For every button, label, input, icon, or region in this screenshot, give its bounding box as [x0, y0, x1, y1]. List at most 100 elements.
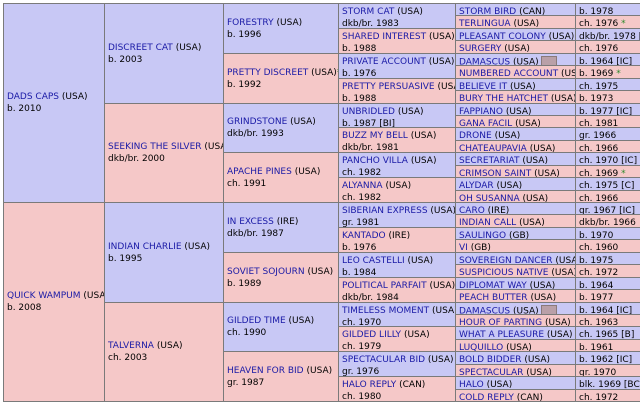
horse-name-link[interactable]: INDIAN CALL — [459, 218, 517, 228]
horse-name-link[interactable]: ALYDAR — [459, 181, 494, 191]
horse-name-link[interactable]: DAMASCUS — [459, 57, 511, 66]
horse-country: (CAN) — [516, 393, 543, 402]
horse-name-link[interactable]: APACHE PINES — [227, 166, 292, 177]
horse-info-cell: ch. 1975 [C] — [575, 177, 640, 191]
horse-name-link[interactable]: PRETTY PERSUASIVE — [342, 82, 435, 92]
horse-country: (IRE) — [487, 206, 510, 215]
horse-name-link[interactable]: PRIVATE ACCOUNT — [342, 57, 426, 67]
horse-info: ch. 2003 — [108, 353, 148, 363]
horse-name-link[interactable]: SOVIET SOJOURN — [227, 266, 305, 277]
horse-cell-gen4: SIBERIAN EXPRESS (USA) gr. 1981 — [338, 202, 456, 228]
horse-name-link[interactable]: PEACH BUTTER — [459, 293, 528, 303]
horse-name-link[interactable]: BURY THE HATCHET — [459, 94, 549, 104]
horse-name-link[interactable]: NUMBERED ACCOUNT — [459, 69, 559, 79]
horse-name-link[interactable]: DAMASCUS — [459, 306, 511, 315]
horse-name-link[interactable]: BUZZ MY BELL — [342, 131, 408, 141]
horse-name-link[interactable]: CRIMSON SAINT — [459, 169, 532, 178]
horse-cell-gen5: TERLINGUA (USA) — [455, 15, 576, 29]
horse-name-link[interactable]: TALVERNA — [108, 341, 154, 351]
horse-name-link[interactable]: KANTADO — [342, 231, 386, 241]
horse-name-link[interactable]: QUICK WAMPUM — [7, 291, 81, 301]
horse-cell-gen3: HEAVEN FOR BID (USA) gr. 1987 — [223, 351, 339, 402]
horse-country: (USA) — [530, 293, 557, 303]
horse-name-link[interactable]: CHATEAUPAVIA — [459, 144, 527, 153]
horse-info-cell: ch. 1970 [IC] — [575, 152, 640, 166]
horse-name-link[interactable]: SPECTACULAR — [459, 368, 524, 377]
horse-name-link[interactable]: TERLINGUA — [459, 19, 511, 29]
horse-name-link[interactable]: DADS CAPS — [7, 92, 60, 102]
horse-name-link[interactable]: HEAVEN FOR BID — [227, 365, 304, 376]
horse-name-link[interactable]: STORM CAT — [342, 7, 395, 17]
horse-name-link[interactable]: DISCREET CAT — [108, 42, 173, 53]
horse-info: gr. 1970 — [579, 368, 617, 377]
horse-name-link[interactable]: SIBERIAN EXPRESS — [342, 206, 428, 216]
horse-name-link[interactable]: UNBRIDLED — [342, 107, 395, 117]
horse-info: b. 1969 — [579, 69, 614, 79]
horse-name-link[interactable]: GANA FACIL — [459, 119, 513, 128]
horse-name-link[interactable]: PRETTY DISCREET — [227, 67, 309, 78]
horse-name-link[interactable]: HOUR OF PARTING — [459, 318, 543, 327]
horse-name-link[interactable]: BOLD BIDDER — [459, 355, 522, 365]
horse-country: (USA) — [156, 341, 183, 351]
horse-name-link[interactable]: VI — [459, 243, 468, 253]
horse-cell-gen3: IN EXCESS (IRE) dkb/br. 1987 — [223, 202, 339, 253]
horse-name-link[interactable]: OH SUSANNA — [459, 194, 520, 203]
horse-info: b. 1964 — [579, 281, 614, 290]
horse-cell-gen5: DAMASCUS (USA) — [455, 302, 576, 315]
horse-info: b. 1976 — [342, 69, 377, 79]
horse-country: (USA) — [513, 306, 539, 315]
horse-cell-gen5: PEACH BUTTER (USA) — [455, 289, 576, 303]
horse-name-link[interactable]: DRONE — [459, 131, 492, 141]
horse-name-link[interactable]: INDIAN CHARLIE — [108, 241, 182, 252]
horse-name-link[interactable]: SPECTACULAR BID — [342, 355, 426, 365]
horse-cell-gen5: ALYDAR (USA) — [455, 177, 576, 191]
horse-country: (USA) — [311, 67, 337, 78]
horse-name-link[interactable]: HALO — [459, 380, 484, 390]
horse-name-link[interactable]: FAPPIANO — [459, 107, 503, 116]
horse-name-link[interactable]: HALO REPLY — [342, 380, 397, 390]
horse-country: (USA) — [307, 266, 334, 277]
horse-name-link[interactable]: PANCHO VILLA — [342, 156, 408, 166]
horse-name-link[interactable]: LUQUILLO — [459, 343, 504, 352]
horse-name-link[interactable]: STORM BIRD — [459, 7, 517, 16]
horse-info: b. 1964 [IC] — [579, 306, 633, 315]
horse-name-link[interactable]: GILDED LILLY — [342, 330, 402, 340]
horse-cell-gen4: GILDED LILLY (USA) ch. 1979 — [338, 326, 456, 352]
horse-info: ch. 1990 — [227, 328, 267, 338]
horse-name-link[interactable]: ALYANNA — [342, 181, 383, 191]
horse-name-link[interactable]: FORESTRY — [227, 17, 274, 28]
horse-info: b. 1988 — [342, 44, 377, 54]
horse-info-cell: ch. 1976 — [575, 40, 640, 54]
horse-name-link[interactable]: LEO CASTELLI — [342, 256, 405, 266]
horse-cell-gen5: VI (GB) — [455, 239, 576, 253]
horse-cell-gen3: APACHE PINES (USA) ch. 1991 — [223, 152, 339, 203]
horse-name-link[interactable]: BELIEVE IT — [459, 82, 508, 91]
horse-name-link[interactable]: SHARED INTEREST — [342, 32, 427, 42]
horse-name-link[interactable]: SECRETARIAT — [459, 156, 520, 166]
horse-name-link[interactable]: DIPLOMAT WAY — [459, 281, 527, 290]
horse-cell-gen5: SURGERY (USA) — [455, 40, 576, 54]
horse-name-link[interactable]: WHAT A PLEASURE — [459, 330, 545, 340]
horse-info: dkb/br. 1981 — [342, 143, 399, 153]
horse-country: (USA) — [288, 316, 315, 326]
horse-cell-gen3: SOVIET SOJOURN (USA) b. 1989 — [223, 252, 339, 303]
horse-info: b. 1978 — [579, 7, 614, 16]
horse-name-link[interactable]: IN EXCESS — [227, 216, 274, 227]
horse-name-link[interactable]: SEEKING THE SILVER — [108, 142, 202, 152]
horse-info-cell: ch. 1965 [B] — [575, 326, 640, 340]
horse-name-link[interactable]: GRINDSTONE — [227, 117, 288, 127]
horse-info: ch. 1976 — [579, 19, 619, 29]
horse-country: (CAN) — [399, 380, 426, 390]
horse-name-link[interactable]: PLEASANT COLONY — [459, 32, 546, 41]
horse-name-link[interactable]: COLD REPLY — [459, 393, 514, 402]
horse-name-link[interactable]: POLITICAL PARFAIT — [342, 281, 427, 291]
horse-name-link[interactable]: SAULINGO — [459, 231, 507, 240]
horse-name-link[interactable]: SOVEREIGN DANCER — [459, 256, 553, 265]
horse-info: ch. 1980 — [342, 392, 382, 402]
horse-name-link[interactable]: CARO — [459, 206, 485, 215]
horse-name-link[interactable]: SUSPICIOUS NATIVE — [459, 268, 549, 278]
horse-info: b. 1975 — [579, 256, 614, 265]
horse-name-link[interactable]: GILDED TIME — [227, 316, 286, 326]
horse-name-link[interactable]: SURGERY — [459, 44, 502, 54]
horse-name-link[interactable]: TIMELESS MOMENT — [342, 306, 430, 316]
